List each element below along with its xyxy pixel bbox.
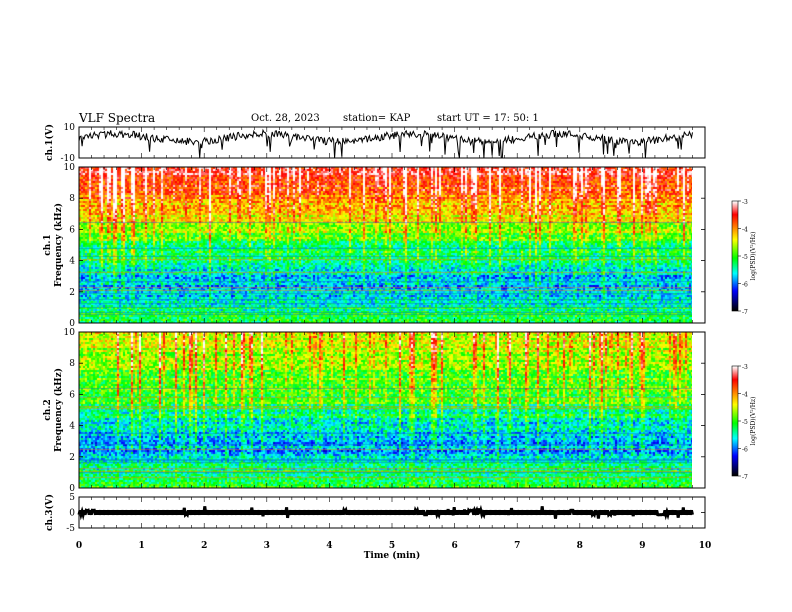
colorbar-label: log(PSD)(V²/Hz) bbox=[750, 232, 757, 281]
y-axis-label: ch.2 bbox=[43, 399, 53, 420]
y-tick-label: 2 bbox=[69, 453, 75, 463]
y-tick-label: 10 bbox=[64, 163, 76, 173]
spectrogram-image-ch2 bbox=[79, 332, 692, 488]
x-tick-label: 8 bbox=[577, 541, 583, 551]
colorbar-tick-label: -5 bbox=[742, 419, 748, 426]
station-label: station= KAP bbox=[343, 113, 411, 124]
ch1-waveform-line bbox=[78, 128, 693, 159]
x-tick-label: 7 bbox=[514, 541, 520, 551]
y-tick-label: 0 bbox=[69, 484, 75, 494]
colorbar-tick-label: -5 bbox=[742, 254, 748, 261]
date-label: Oct. 28, 2023 bbox=[251, 113, 320, 124]
colorbar bbox=[732, 366, 738, 476]
y-tick-label: -5 bbox=[66, 524, 75, 534]
x-tick-label: 0 bbox=[76, 541, 82, 551]
y-tick-label: 8 bbox=[69, 359, 75, 369]
chart-title: VLF Spectra bbox=[79, 111, 156, 125]
y-tick-label: 4 bbox=[69, 257, 75, 267]
y-axis-label: Frequency (kHz) bbox=[53, 203, 64, 287]
y-tick-label: -10 bbox=[61, 154, 76, 164]
y-tick-label: 6 bbox=[69, 225, 75, 235]
y-axis-label: ch.1 bbox=[43, 234, 53, 255]
x-tick-label: 6 bbox=[451, 541, 457, 551]
colorbar-tick-label: -6 bbox=[742, 282, 748, 289]
y-tick-label: 2 bbox=[69, 288, 75, 298]
y-tick-label: 0 bbox=[69, 509, 75, 519]
y-tick-label: 4 bbox=[69, 422, 75, 432]
x-tick-label: 5 bbox=[389, 541, 395, 551]
y-axis-label: Frequency (kHz) bbox=[53, 368, 64, 452]
colorbar-label: log(PSD)(V²/Hz) bbox=[750, 397, 757, 446]
start-time-label: start UT = 17: 50: 1 bbox=[437, 113, 539, 124]
colorbar bbox=[732, 201, 738, 311]
x-axis-label: Time (min) bbox=[364, 550, 421, 561]
colorbar-tick-label: -3 bbox=[742, 199, 748, 206]
y-axis-label: ch.3(V) bbox=[44, 494, 55, 531]
x-tick-label: 10 bbox=[699, 541, 712, 551]
colorbar-tick-label: -7 bbox=[742, 309, 748, 316]
colorbar-tick-label: -7 bbox=[742, 474, 748, 481]
x-tick-label: 2 bbox=[201, 541, 207, 551]
y-tick-label: 5 bbox=[69, 493, 75, 503]
y-tick-label: 8 bbox=[69, 194, 75, 204]
y-tick-label: 6 bbox=[69, 390, 75, 400]
y-tick-label: 10 bbox=[64, 328, 76, 338]
x-tick-label: 9 bbox=[639, 541, 645, 551]
x-tick-label: 3 bbox=[264, 541, 270, 551]
colorbar-tick-label: -4 bbox=[742, 227, 748, 234]
colorbar-tick-label: -6 bbox=[742, 447, 748, 454]
y-axis-label: ch.1(V) bbox=[44, 124, 55, 161]
colorbar-tick-label: -4 bbox=[742, 392, 748, 399]
y-tick-label: 10 bbox=[64, 123, 76, 133]
spectrogram-image-ch1 bbox=[79, 167, 692, 323]
ch3-waveform-line bbox=[77, 504, 694, 521]
x-tick-label: 4 bbox=[326, 541, 332, 551]
colorbar-tick-label: -3 bbox=[742, 364, 748, 371]
x-tick-label: 1 bbox=[138, 541, 144, 551]
y-tick-label: 0 bbox=[69, 319, 75, 329]
